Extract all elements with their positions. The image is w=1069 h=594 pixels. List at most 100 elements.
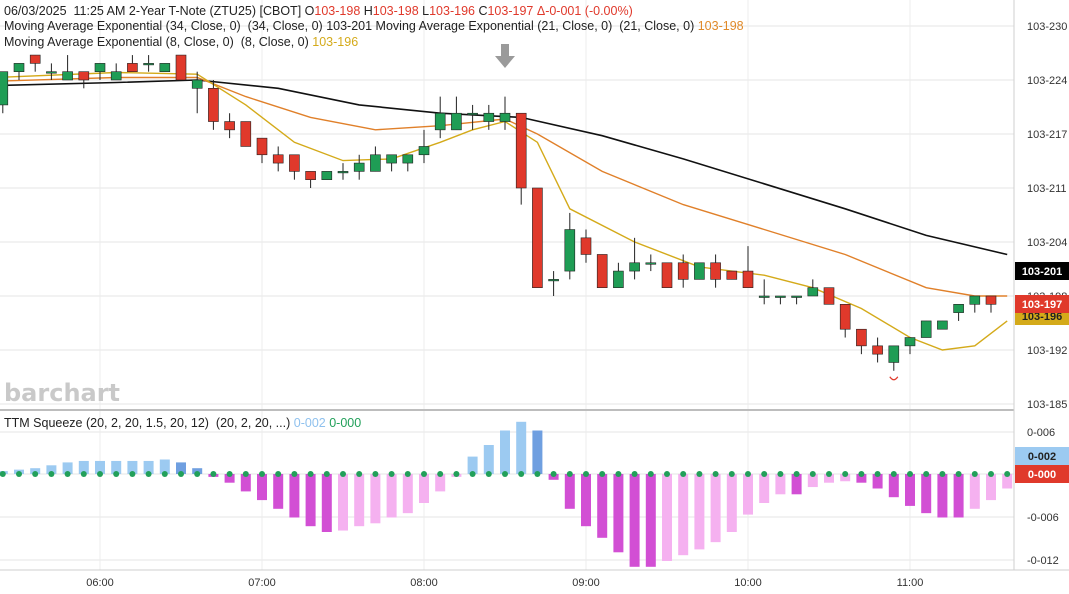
candle[interactable] [499,96,511,130]
squeeze-bar[interactable] [257,474,267,501]
candle[interactable] [29,54,41,72]
candle[interactable] [872,337,883,363]
candle[interactable] [661,262,673,288]
squeeze-bar[interactable] [95,460,105,474]
squeeze-bar[interactable] [743,474,753,515]
squeeze-bar[interactable] [888,474,899,498]
squeeze-bar[interactable] [905,474,915,506]
candle[interactable] [143,55,154,72]
candle[interactable] [353,154,365,180]
squeeze-bar[interactable] [402,474,413,514]
squeeze-bar[interactable] [240,474,251,492]
candle[interactable] [775,295,786,305]
candle[interactable] [791,295,802,305]
candle[interactable] [823,287,835,305]
candle[interactable] [434,96,446,139]
squeeze-bar[interactable] [629,474,640,567]
candle[interactable] [337,163,349,180]
candle[interactable] [985,295,997,313]
candle[interactable] [839,304,851,338]
squeeze-bar[interactable] [532,430,543,475]
candle[interactable] [402,154,414,172]
squeeze-bar[interactable] [176,462,186,474]
candle[interactable] [564,212,576,280]
candle[interactable] [451,96,462,131]
squeeze-bar[interactable] [289,474,300,518]
squeeze-bar[interactable] [581,474,591,527]
squeeze-bar[interactable] [127,460,138,474]
squeeze-bar[interactable] [354,474,365,527]
candle[interactable] [483,104,495,130]
squeeze-bar[interactable] [419,474,429,503]
candle[interactable] [710,254,721,288]
candle[interactable] [758,279,770,305]
candle[interactable] [94,63,106,80]
squeeze-bar[interactable] [937,474,948,518]
squeeze-bar[interactable] [856,474,867,483]
squeeze-bar[interactable] [613,474,624,553]
candle[interactable] [645,254,657,272]
candle[interactable] [920,320,932,338]
candle[interactable] [240,121,252,147]
squeeze-bar[interactable] [564,474,575,509]
squeeze-bar[interactable] [273,474,284,509]
candle[interactable] [548,271,559,296]
candle[interactable] [467,104,478,130]
squeeze-bar[interactable] [143,460,154,474]
squeeze-bar[interactable] [483,445,494,474]
candle[interactable] [127,55,138,72]
squeeze-bar[interactable] [111,460,122,474]
candle[interactable] [370,146,381,172]
candle[interactable] [78,71,90,89]
candle[interactable] [418,129,430,164]
candle[interactable] [937,320,948,330]
candle[interactable] [629,237,640,280]
squeeze-bar[interactable] [500,430,510,475]
squeeze-bar[interactable] [62,462,73,474]
candle[interactable] [272,146,284,172]
candle[interactable] [613,262,624,288]
candle[interactable] [256,137,268,164]
candle[interactable] [856,328,867,355]
squeeze-bar[interactable] [694,474,705,550]
squeeze-bar[interactable] [370,474,381,524]
candle[interactable] [175,54,187,81]
squeeze-bar[interactable] [386,474,397,518]
squeeze-bar[interactable] [305,474,316,527]
squeeze-bar[interactable] [338,474,348,531]
squeeze-bar[interactable] [597,474,608,538]
candle[interactable] [110,63,122,81]
squeeze-bar[interactable] [986,474,996,501]
candle[interactable] [386,154,397,172]
squeeze-bar[interactable] [726,474,737,532]
squeeze-bar[interactable] [807,474,818,488]
candle[interactable] [969,295,981,313]
squeeze-bar[interactable] [775,474,786,495]
candle[interactable] [515,112,527,205]
candle[interactable] [289,154,300,180]
candle[interactable] [807,279,819,297]
candle[interactable] [208,80,219,130]
candle[interactable] [580,229,592,263]
squeeze-bar[interactable] [953,474,964,518]
squeeze-bar[interactable] [321,474,332,532]
candle[interactable] [904,337,916,355]
candle[interactable] [694,262,705,280]
candle[interactable] [677,254,689,288]
candle[interactable] [953,304,964,321]
candle[interactable] [888,345,900,371]
squeeze-bar[interactable] [645,474,656,567]
candle[interactable] [742,246,754,288]
candle[interactable] [0,71,9,114]
squeeze-bar[interactable] [872,474,883,489]
candle[interactable] [532,187,543,288]
candle[interactable] [191,71,203,114]
squeeze-bar[interactable] [710,474,721,543]
candle[interactable] [46,63,57,80]
squeeze-bar[interactable] [921,474,932,514]
candle[interactable] [726,270,738,280]
squeeze-bar[interactable] [46,465,57,474]
candle[interactable] [305,171,316,188]
squeeze-bar[interactable] [516,421,527,474]
